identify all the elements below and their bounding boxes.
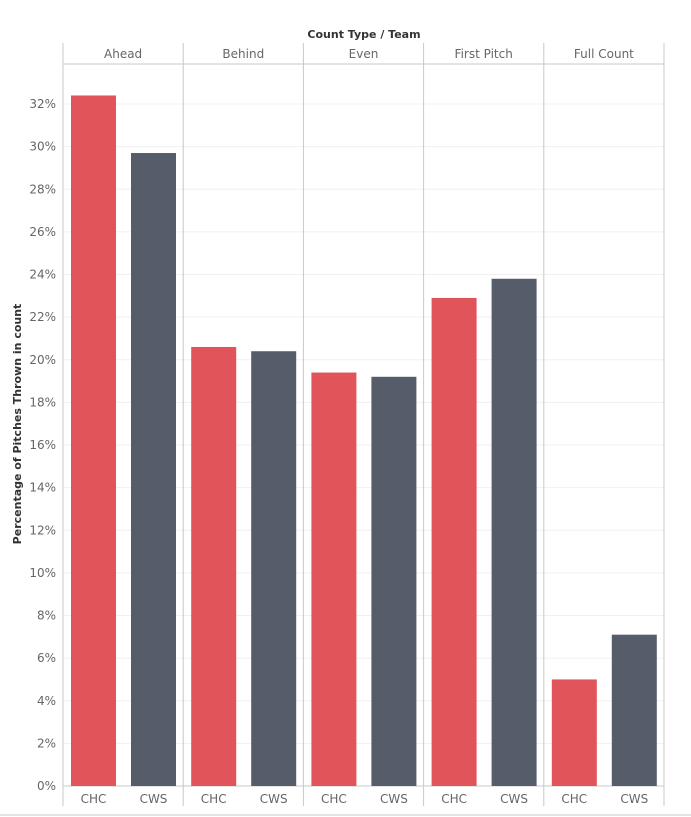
y-tick-label: 2% xyxy=(37,736,56,750)
y-tick-label: 12% xyxy=(29,523,56,537)
y-tick-label: 32% xyxy=(29,97,56,111)
y-tick-label: 20% xyxy=(29,353,56,367)
y-tick-label: 16% xyxy=(29,438,56,452)
x-category-label: CWS xyxy=(140,792,168,806)
x-category-label: CHC xyxy=(321,792,347,806)
y-tick-label: 26% xyxy=(29,225,56,239)
y-tick-label: 14% xyxy=(29,481,56,495)
y-tick-label: 22% xyxy=(29,310,56,324)
group-header-label: Ahead xyxy=(104,47,142,61)
x-category-label: CHC xyxy=(201,792,227,806)
y-axis-title: Percentage of Pitches Thrown in count xyxy=(11,304,24,545)
group-header-label: Behind xyxy=(222,47,264,61)
bar-chc xyxy=(431,297,477,786)
group-header-label: Full Count xyxy=(574,47,634,61)
x-category-label: CWS xyxy=(620,792,648,806)
bar-cws xyxy=(251,351,297,786)
x-category-label: CWS xyxy=(500,792,528,806)
y-tick-label: 0% xyxy=(37,779,56,793)
y-tick-label: 24% xyxy=(29,268,56,282)
y-tick-label: 10% xyxy=(29,566,56,580)
group-header-label: Even xyxy=(349,47,379,61)
bar-cws xyxy=(611,634,657,786)
bar-chc xyxy=(551,679,597,786)
y-tick-label: 6% xyxy=(37,651,56,665)
bar-chc xyxy=(71,95,116,787)
x-category-label: CHC xyxy=(441,792,467,806)
y-ticks: 0% 2% 4% 6% 8% 10% 12% 14% 16% 18% 20% 22% 24% 26% 28%… xyxy=(29,97,56,793)
y-tick-label: 30% xyxy=(29,140,56,154)
group-header-label: First Pitch xyxy=(455,47,513,61)
bar-cws xyxy=(131,153,176,787)
bar-cws xyxy=(371,376,417,786)
y-tick-label: 4% xyxy=(37,694,56,708)
bar-chc xyxy=(311,372,357,786)
x-category-label: CHC xyxy=(561,792,587,806)
bar-cws xyxy=(491,278,537,786)
x-category-label: CWS xyxy=(260,792,288,806)
group-headers: Ahead Behind Even First Pitch Full Count xyxy=(104,47,634,61)
bars xyxy=(71,95,657,787)
x-category-label: CWS xyxy=(380,792,408,806)
y-tick-label: 18% xyxy=(29,395,56,409)
y-tick-label: 28% xyxy=(29,182,56,196)
bar-chc xyxy=(191,346,237,786)
category-labels: CHC CWS CHC CWS CHC CWS CHC CWS CHC CWS xyxy=(81,792,649,806)
y-tick-label: 8% xyxy=(37,609,56,623)
x-category-label: CHC xyxy=(81,792,107,806)
column-header-title: Count Type / Team xyxy=(307,28,420,41)
